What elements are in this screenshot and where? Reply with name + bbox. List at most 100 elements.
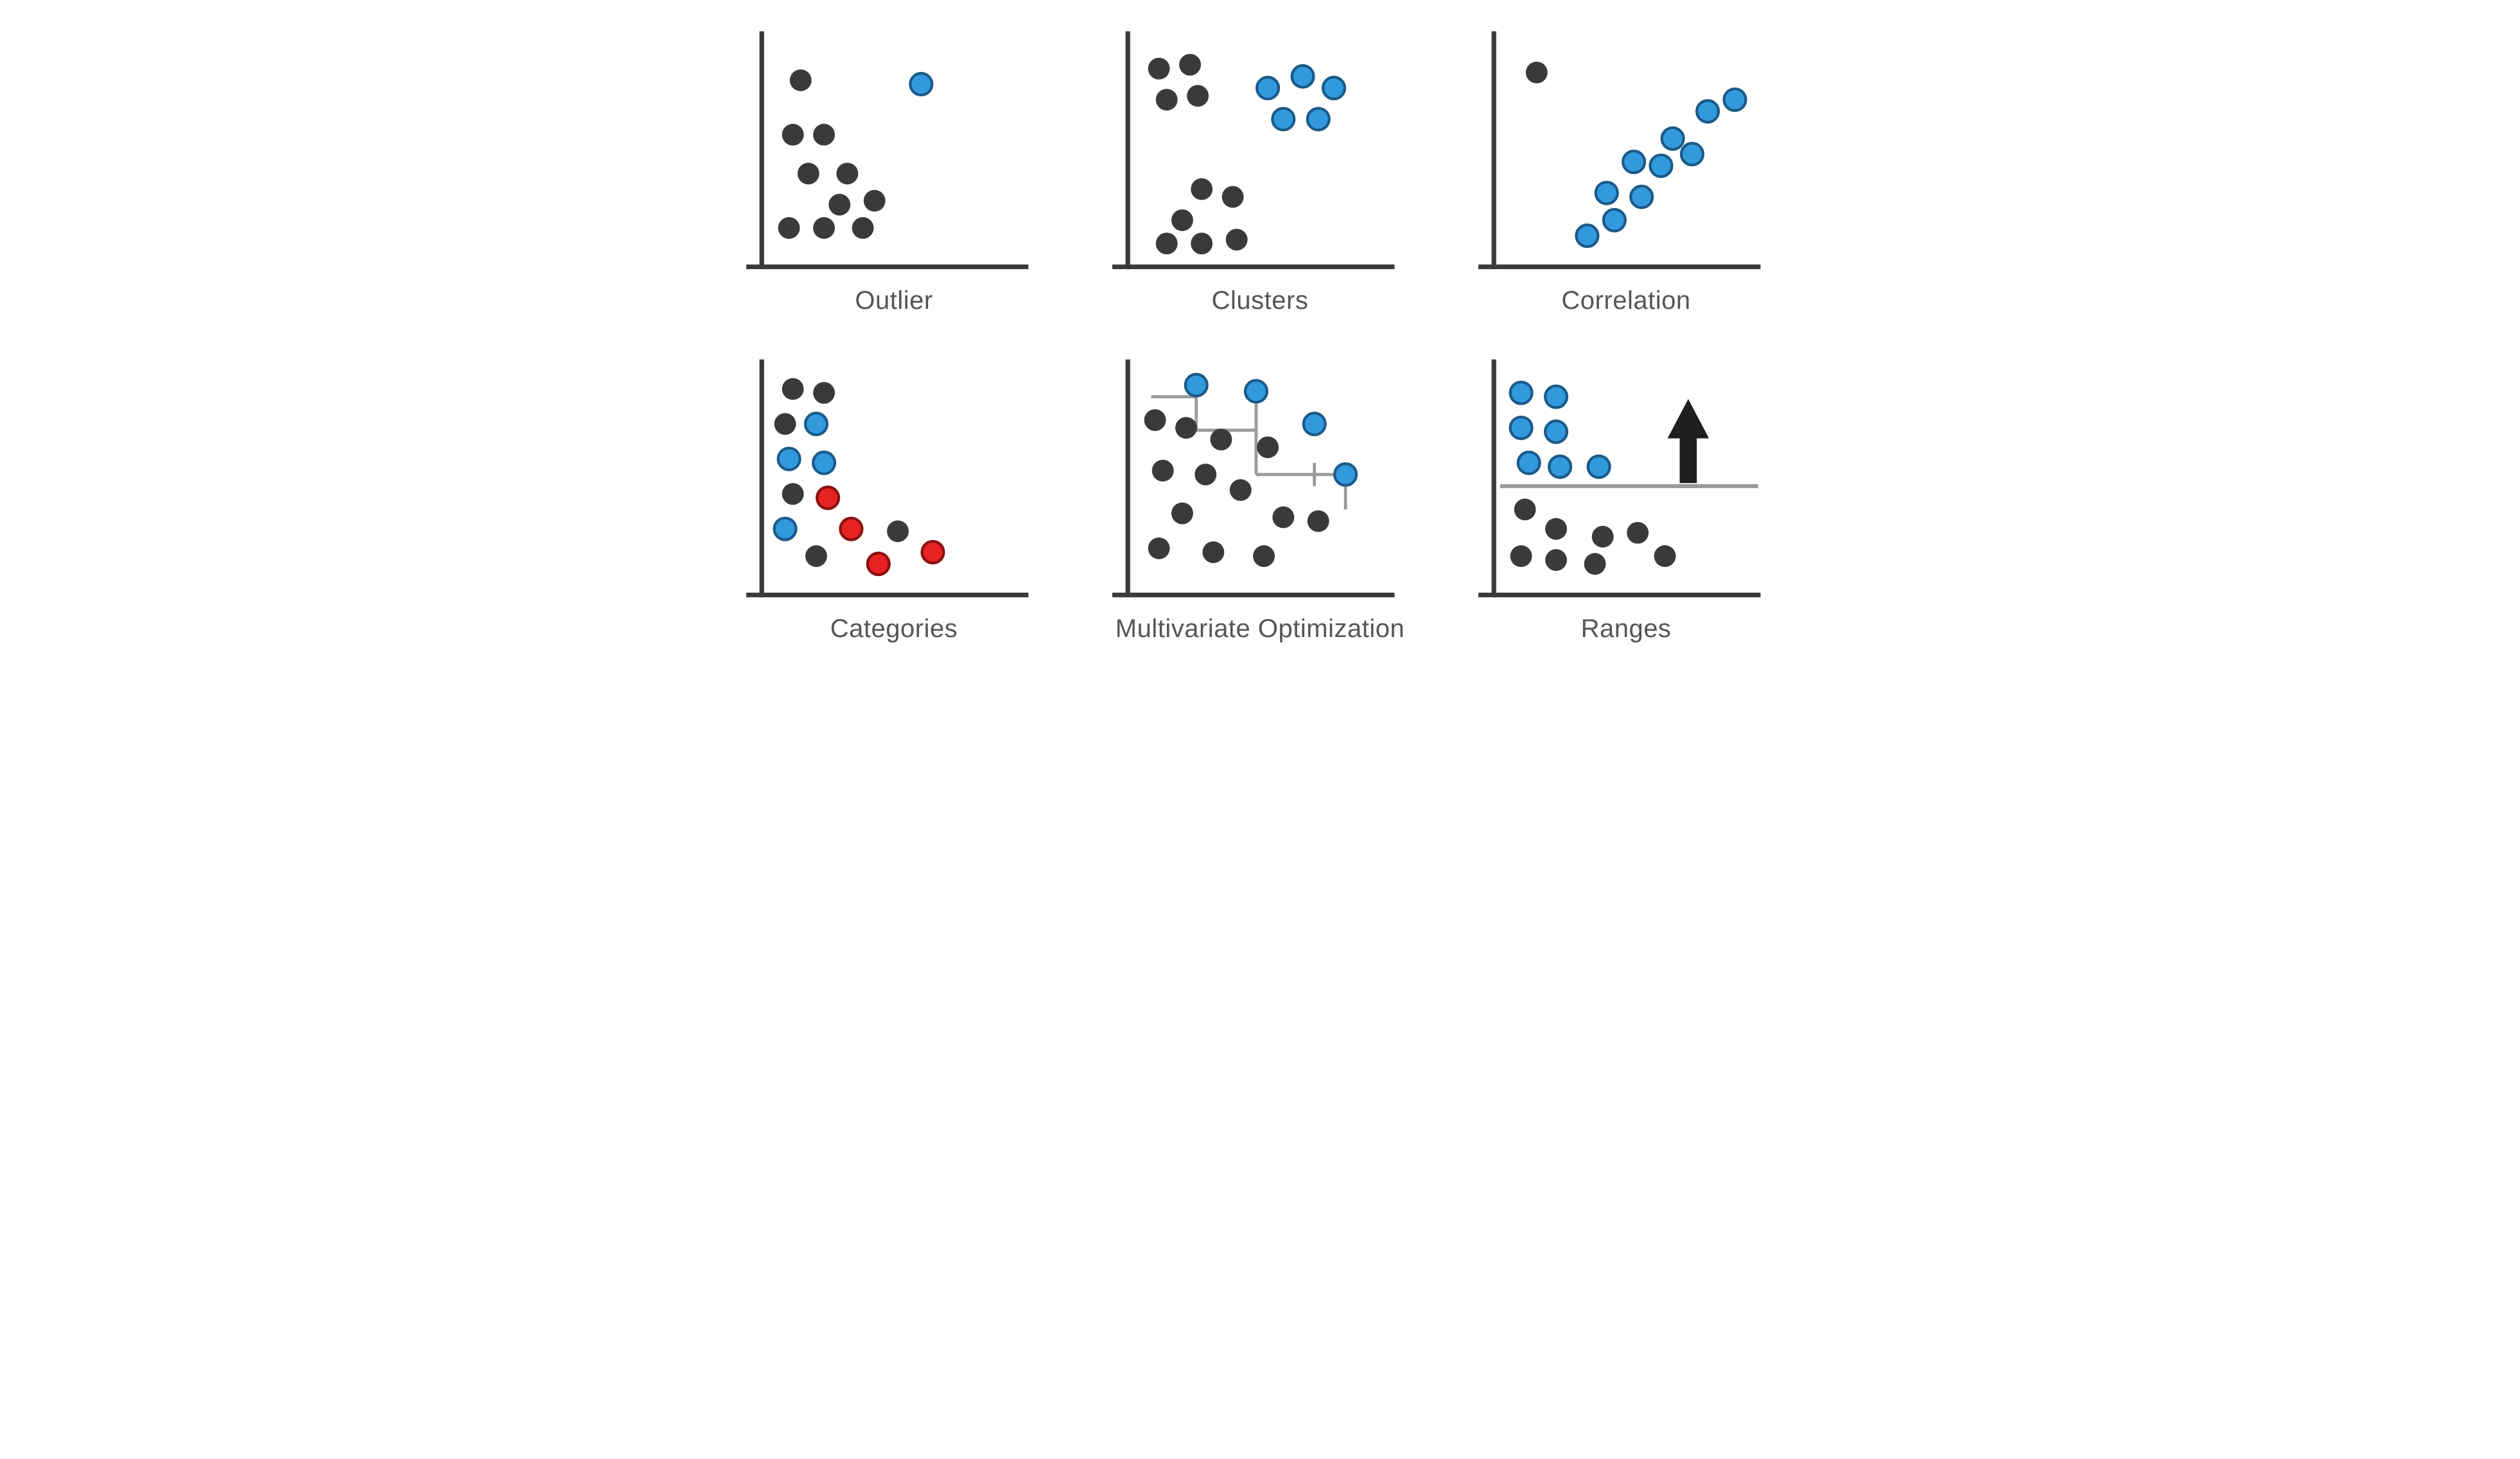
dark-point <box>1148 537 1170 559</box>
dark-point <box>1211 428 1232 450</box>
dark-point <box>1592 526 1614 548</box>
dark-point <box>1514 498 1536 520</box>
dark-point <box>828 194 850 216</box>
dark-point <box>782 124 804 146</box>
blue-point <box>1323 77 1345 99</box>
dark-point <box>1272 507 1294 529</box>
caption-outlier: Outlier <box>855 286 932 315</box>
caption-ranges: Ranges <box>1581 615 1672 643</box>
chart-clusters <box>1112 26 1408 283</box>
blue-point <box>910 73 932 95</box>
dark-point <box>1179 54 1201 76</box>
dark-point <box>782 378 804 400</box>
dark-point <box>864 190 886 212</box>
panel-ranges: Ranges <box>1478 354 1774 643</box>
red-point <box>840 518 862 540</box>
blue-point <box>1724 89 1746 110</box>
dark-point <box>1156 89 1178 110</box>
dark-point <box>813 382 835 404</box>
dark-point <box>778 217 800 239</box>
dark-point <box>782 483 804 505</box>
dark-point <box>1257 437 1279 459</box>
blue-point <box>1518 452 1540 474</box>
blue-point <box>1681 143 1703 165</box>
blue-point <box>1545 386 1567 408</box>
panel-grid: Outlier Clusters Correlation Categories Mult… <box>714 0 1806 669</box>
dark-point <box>1222 186 1244 208</box>
dark-point <box>813 217 835 239</box>
blue-point <box>774 518 796 540</box>
dark-point <box>1308 511 1329 532</box>
blue-point <box>813 452 835 474</box>
blue-point <box>805 413 827 435</box>
caption-clusters: Clusters <box>1212 286 1309 315</box>
caption-categories: Categories <box>830 615 958 643</box>
blue-point <box>1334 464 1356 485</box>
caption-correlation: Correlation <box>1561 286 1690 315</box>
blue-point <box>1577 225 1598 247</box>
dark-point <box>790 69 812 91</box>
dark-point <box>1584 553 1606 575</box>
blue-point <box>1604 209 1625 231</box>
blue-point <box>1631 186 1652 208</box>
dark-point <box>1510 545 1532 567</box>
chart-correlation <box>1478 26 1774 283</box>
panel-outlier: Outlier <box>746 26 1042 315</box>
dark-point <box>1187 85 1209 107</box>
panel-multivariate: Multivariate Optimization <box>1112 354 1408 643</box>
dark-point <box>805 545 827 567</box>
blue-point <box>1245 380 1267 402</box>
dark-point <box>1226 229 1248 250</box>
dark-point <box>1148 58 1170 80</box>
chart-multivariate <box>1112 354 1408 611</box>
dark-point <box>1191 232 1212 254</box>
dark-point <box>1545 518 1567 540</box>
dark-point <box>1152 460 1174 482</box>
red-point <box>817 487 839 509</box>
panel-clusters: Clusters <box>1112 26 1408 315</box>
blue-point <box>1510 382 1532 404</box>
dark-point <box>852 217 874 239</box>
blue-point <box>1304 413 1326 435</box>
dark-point <box>774 413 796 435</box>
dark-point <box>1175 417 1197 439</box>
blue-point <box>1510 417 1532 439</box>
dark-point <box>836 162 858 184</box>
dark-point <box>798 162 819 184</box>
dark-point <box>813 124 835 146</box>
panel-correlation: Correlation <box>1478 26 1774 315</box>
dark-point <box>1545 549 1567 571</box>
dark-point <box>1191 179 1212 200</box>
chart-outlier <box>746 26 1042 283</box>
dark-point <box>1194 464 1216 485</box>
blue-point <box>1549 456 1571 478</box>
blue-point <box>1308 109 1329 130</box>
dark-point <box>1171 502 1193 524</box>
blue-point <box>1588 456 1610 478</box>
dark-point <box>1230 479 1252 501</box>
blue-point <box>1623 151 1645 173</box>
chart-ranges <box>1478 354 1774 611</box>
blue-point <box>1650 155 1672 177</box>
dark-point <box>887 520 909 542</box>
dark-point <box>1171 209 1193 231</box>
dark-point <box>1144 409 1166 431</box>
blue-point <box>1697 100 1719 122</box>
up-arrow-icon <box>1669 401 1708 482</box>
blue-point <box>1257 77 1279 99</box>
dark-point <box>1253 545 1275 567</box>
chart-categories <box>746 354 1042 611</box>
red-point <box>922 541 944 563</box>
dark-point <box>1526 62 1548 83</box>
blue-point <box>1545 421 1567 442</box>
blue-point <box>1292 66 1314 87</box>
dark-point <box>1627 522 1649 544</box>
dark-point <box>1156 232 1178 254</box>
blue-point <box>1272 109 1294 130</box>
red-point <box>868 553 889 575</box>
dark-point <box>1202 541 1224 563</box>
blue-point <box>1596 182 1618 204</box>
blue-point <box>1662 128 1684 150</box>
blue-point <box>778 448 800 470</box>
panel-categories: Categories <box>746 354 1042 643</box>
